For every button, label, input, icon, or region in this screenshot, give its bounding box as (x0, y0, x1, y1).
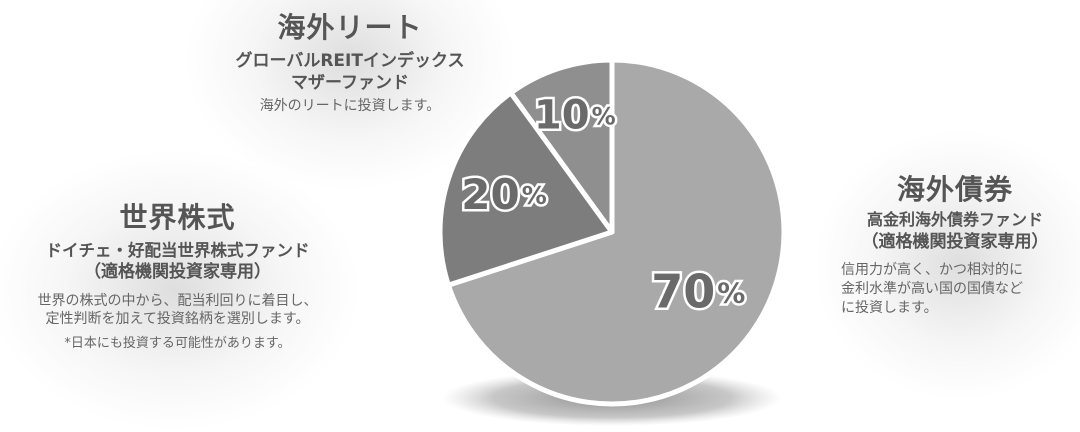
pie-label-20: 20% (461, 169, 547, 218)
reit-info: 海外リート グローバルREITインデックス マザーファンド 海外のリートに投資し… (190, 10, 510, 116)
bond-info: 海外債券 高金利海外債券ファンド （適格機関投資家専用） 信用力が高く、かつ相対… (835, 172, 1075, 318)
pie-slice-70 (445, 57, 787, 407)
reit-title: 海外リート (277, 11, 423, 44)
bond-desc-line1: 信用力が高く、かつ相対的に (841, 261, 1023, 278)
pie-label-10: 10% (534, 92, 616, 138)
equity-info: 世界株式 ドイチェ・好配当世界株式ファンド （適格機関投資家専用） 世界の株式の… (5, 200, 350, 353)
bond-desc-line3: に投資します。 (841, 299, 938, 316)
equity-desc-line1: 世界の株式の中から、配当利回りに着目し、 (37, 292, 318, 309)
bond-fund-line1: 高金利海外債券ファンド (866, 210, 1043, 229)
equity-fund-line1: ドイチェ・好配当世界株式ファンド (45, 241, 310, 260)
pie-slice-10 (508, 57, 615, 235)
bond-title: 海外債券 (896, 173, 1013, 206)
reit-fund-line1: グローバルREITインデックス (235, 51, 465, 71)
equity-glow (0, 150, 360, 430)
bond-glow (815, 130, 1080, 400)
pie-label-70: 70% (651, 264, 745, 318)
bond-desc-line2: 金利水準が高い国の国債など (841, 280, 1023, 297)
reit-desc: 海外のリートに投資します。 (259, 98, 441, 115)
equity-note: *日本にも投資する可能性があります。 (64, 336, 291, 352)
pie-slice-20 (437, 90, 615, 288)
bond-fund-line2: （適格機関投資家専用） (861, 231, 1049, 252)
equity-desc-line2: 定性判断を加えて投資銘柄を選別します。 (45, 311, 310, 328)
reit-fund-line2: マザーファンド (291, 73, 409, 94)
equity-title: 世界株式 (119, 201, 236, 234)
equity-fund-line2: （適格機関投資家専用） (84, 262, 271, 283)
